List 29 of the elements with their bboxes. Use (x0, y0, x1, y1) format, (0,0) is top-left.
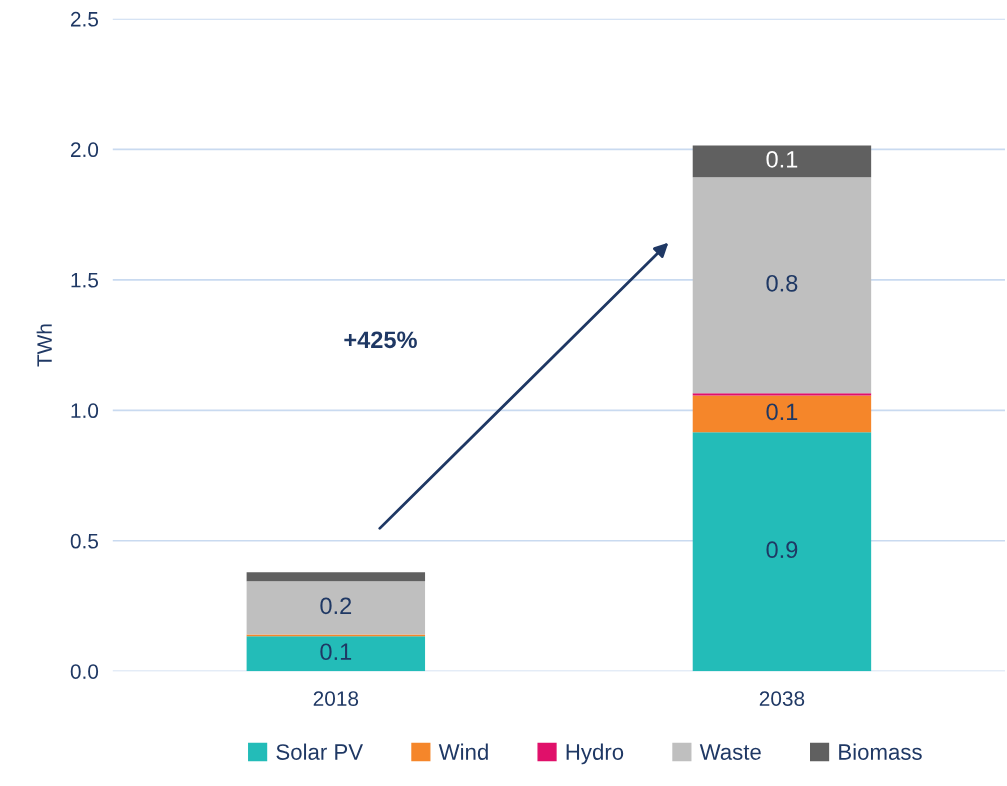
bar (692, 432, 872, 672)
legend-label: Waste (699, 744, 761, 760)
data-label: 0.1 (766, 150, 798, 168)
bar (692, 145, 872, 178)
legend-label: Biomass (839, 743, 922, 760)
bar (246, 572, 426, 582)
data-label: 0.8 (766, 274, 798, 292)
data-label: 0.9 (766, 541, 798, 559)
data-label: 0.2 (320, 597, 352, 615)
data-label: 0.1 (766, 403, 798, 421)
x-tick-label: 2038 (759, 691, 805, 706)
bar (692, 395, 872, 433)
y-tick-label: 1.0 (71, 403, 99, 419)
annotation: +425% (344, 331, 417, 349)
bar (692, 393, 872, 396)
y-tick-label: 0.0 (70, 664, 99, 679)
y-tick-label: 0.5 (70, 533, 99, 549)
legend-label: Solar PV (276, 743, 363, 760)
y-tick-label: 2.0 (70, 142, 99, 158)
data-label: 0.1 (320, 643, 352, 661)
legend-label: Wind (438, 743, 488, 760)
y-tick-label: 1.5 (71, 273, 99, 288)
bar (692, 177, 872, 394)
x-tick-label: 2018 (313, 691, 359, 706)
y-axis-title: TWh (36, 324, 52, 367)
bar (246, 636, 426, 672)
y-tick-label: 2.5 (70, 11, 99, 27)
bar (246, 581, 426, 635)
legend-label: Hydro (566, 743, 624, 765)
